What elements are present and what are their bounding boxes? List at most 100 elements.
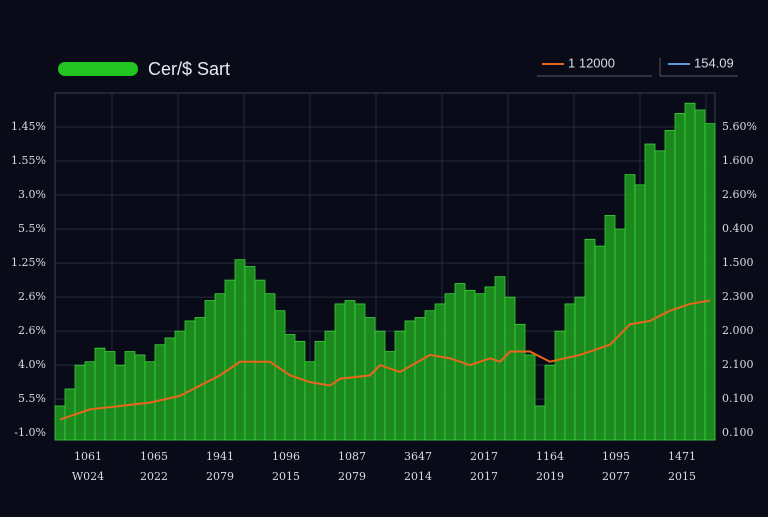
- line: [59, 299, 711, 421]
- bar: [184, 320, 196, 441]
- bar: [94, 347, 106, 441]
- bar: [554, 330, 566, 441]
- bar: [544, 364, 556, 441]
- bar: [674, 113, 686, 441]
- bar: [244, 266, 256, 441]
- x-tick-label: 2079: [338, 470, 366, 483]
- bar: [704, 123, 716, 441]
- x-tick-label: 2014: [404, 470, 432, 483]
- bar: [104, 351, 116, 441]
- y2-tick-label: 2.60%: [722, 188, 757, 201]
- x-tick-label: 1061: [74, 450, 102, 463]
- bar: [444, 293, 456, 441]
- bar: [584, 238, 596, 441]
- bar: [154, 344, 166, 441]
- y-tick-label: 5.5%: [18, 392, 46, 405]
- bar: [134, 354, 146, 441]
- y-tick-label: 5.5%: [18, 222, 46, 235]
- bar: [254, 279, 266, 441]
- x-tick-label: 1065: [140, 450, 168, 463]
- bar: [524, 354, 536, 441]
- bar: [334, 303, 346, 441]
- bar: [384, 351, 396, 441]
- bar: [224, 279, 236, 441]
- bar: [564, 303, 576, 441]
- x-tick-label: 3647: [404, 450, 432, 463]
- bar: [604, 215, 616, 441]
- y-tick-label: 2.6%: [18, 324, 46, 337]
- bar: [304, 361, 316, 441]
- chart-title: Cer/$ Sart: [148, 59, 230, 79]
- x-tick-label: 1471: [668, 450, 696, 463]
- y2-tick-label: 0.100: [722, 392, 754, 405]
- y-tick-label: 3.0%: [18, 188, 46, 201]
- x-tick-label: W024: [72, 470, 104, 483]
- bar: [394, 330, 406, 441]
- bar: [624, 174, 636, 441]
- bar: [204, 300, 216, 441]
- bar: [284, 334, 296, 441]
- bar: [214, 293, 226, 441]
- bar: [694, 109, 706, 441]
- x-tick-label: 2019: [536, 470, 564, 483]
- bar: [174, 330, 186, 441]
- y-tick-label: 1.55%: [11, 154, 46, 167]
- bar: [54, 405, 66, 441]
- bar: [74, 364, 86, 441]
- title-marker: [58, 62, 138, 76]
- bar: [124, 351, 136, 441]
- bar: [274, 310, 286, 441]
- y-tick-label: 1.25%: [11, 256, 46, 269]
- bar: [484, 286, 496, 441]
- y-tick-label: 2.6%: [18, 290, 46, 303]
- y2-tick-label: 1.500: [722, 256, 754, 269]
- y2-tick-label: 1.600: [722, 154, 754, 167]
- bar: [164, 337, 176, 441]
- x-tick-label: 1087: [338, 450, 366, 463]
- x-tick-label: 1164: [536, 450, 564, 463]
- x-tick-label: 2017: [470, 470, 498, 483]
- bar: [664, 130, 676, 441]
- bar: [414, 317, 426, 441]
- bar: [514, 323, 526, 441]
- x-tick-label: 2017: [470, 450, 498, 463]
- x-tick-label: 1095: [602, 450, 630, 463]
- bar: [354, 303, 366, 441]
- bar: [294, 340, 306, 441]
- bar: [654, 150, 666, 441]
- bar: [314, 340, 326, 441]
- bar: [504, 296, 516, 441]
- x-tick-label: 2077: [602, 470, 630, 483]
- y2-tick-label: 0.100: [722, 426, 754, 439]
- bar: [84, 361, 96, 441]
- bar: [114, 364, 126, 441]
- legend-label: 154.09: [694, 55, 734, 70]
- bar: [374, 330, 386, 441]
- y-tick-label: 1.45%: [11, 120, 46, 133]
- bar: [634, 184, 646, 441]
- bar: [684, 102, 696, 441]
- y2-tick-label: 2.000: [722, 324, 754, 337]
- bar: [574, 296, 586, 441]
- y-tick-label: -1.0%: [14, 426, 46, 439]
- bar: [644, 143, 656, 441]
- x-tick-label: 2015: [272, 470, 300, 483]
- bar: [234, 259, 246, 441]
- bar: [194, 317, 206, 441]
- x-tick-label: 1941: [206, 450, 234, 463]
- bar: [424, 310, 436, 441]
- x-tick-label: 2015: [668, 470, 696, 483]
- y2-tick-label: 0.400: [722, 222, 754, 235]
- bar: [534, 405, 546, 441]
- bar: [594, 245, 606, 441]
- y2-tick-label: 5.60%: [722, 120, 757, 133]
- y2-tick-label: 2.300: [722, 290, 754, 303]
- y-tick-label: 4.0%: [18, 358, 46, 371]
- bar: [474, 293, 486, 441]
- bar: [434, 303, 446, 441]
- x-tick-label: 1096: [272, 450, 300, 463]
- x-tick-label: 2079: [206, 470, 234, 483]
- bar: [364, 317, 376, 441]
- bar: [404, 320, 416, 441]
